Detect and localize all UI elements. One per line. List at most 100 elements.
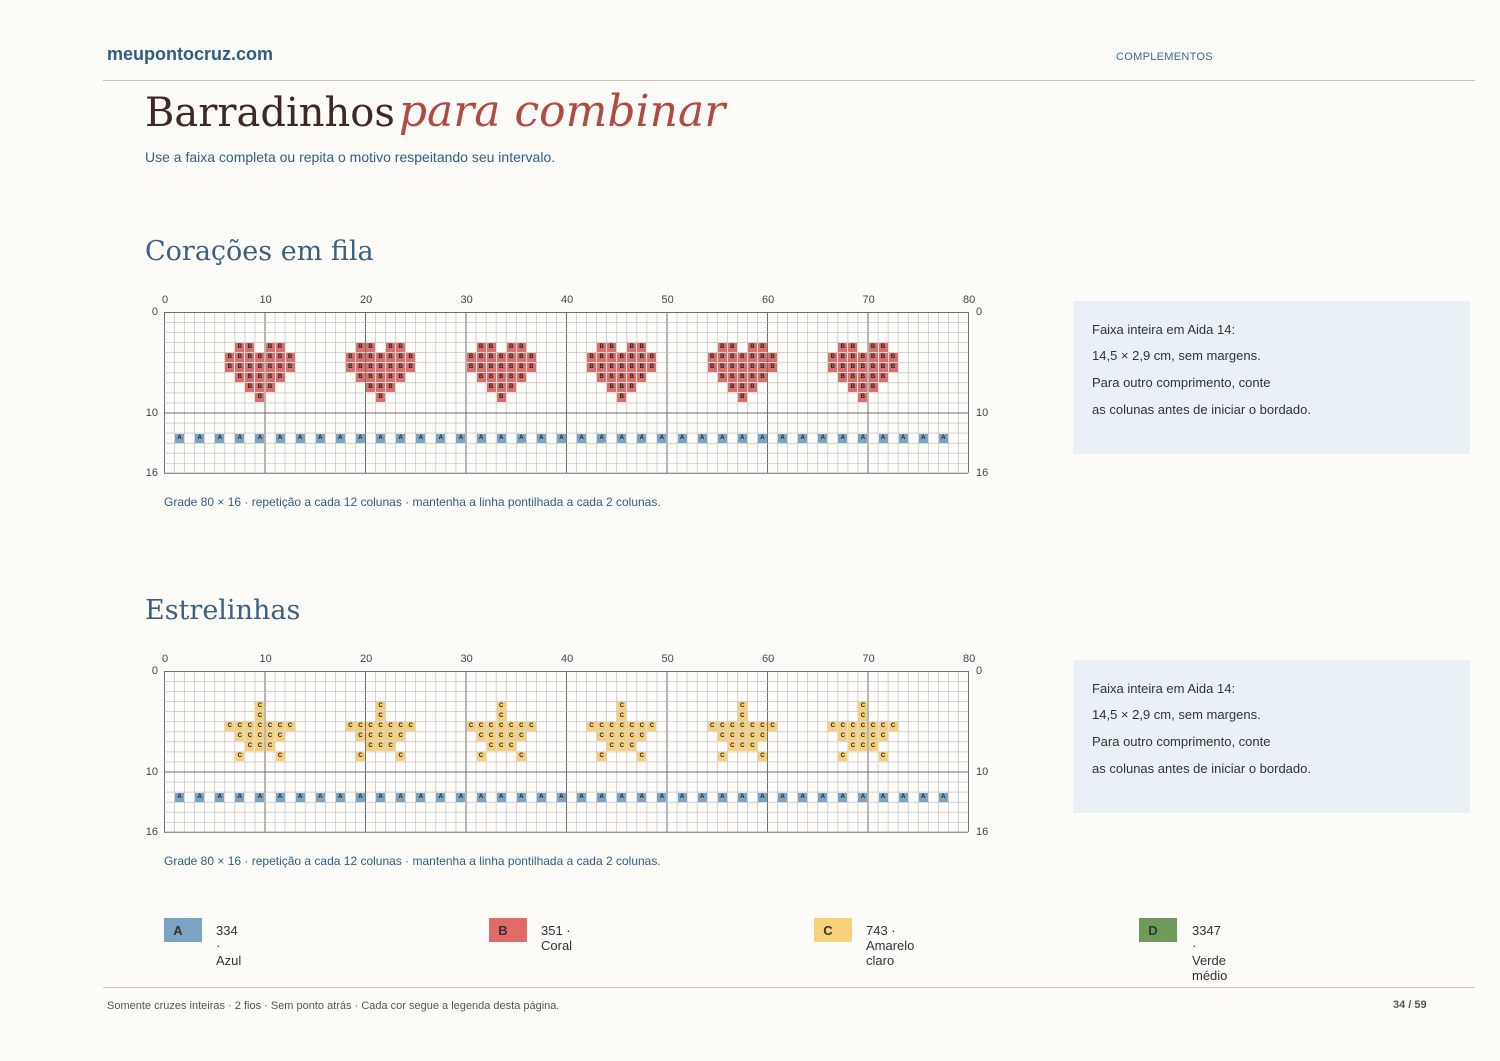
chart-caption-hearts: Grade 80 × 16 · repetição a cada 12 colu… (164, 495, 661, 509)
stitch-cell: C (225, 722, 235, 732)
stitch-cell: A (355, 433, 365, 443)
stitch-cell: A (536, 792, 546, 802)
stitch-cell: B (607, 383, 617, 393)
stitch-cell: C (747, 742, 757, 752)
x-tick-label: 30 (460, 294, 473, 306)
stitch-cell: B (717, 363, 727, 373)
stitch-cell: B (707, 353, 717, 363)
stitch-cell: B (607, 353, 617, 363)
stitch-cell: B (366, 353, 375, 363)
stitch-cell: C (255, 742, 265, 752)
stitch-cell: A (757, 433, 767, 443)
stitch-cell: A (556, 433, 566, 443)
section-label: COMPLEMENTOS (1116, 51, 1213, 63)
stitch-cell: B (516, 373, 526, 383)
stitch-cell: B (627, 343, 637, 353)
stitch-cell: C (587, 722, 597, 732)
stitch-cell: C (878, 722, 888, 732)
stitch-cell: B (878, 363, 888, 373)
stitch-cell: A (476, 433, 486, 443)
stitch-cell: C (355, 732, 365, 742)
stitch-cell: C (496, 702, 506, 712)
stitch-cell: B (255, 393, 265, 403)
stitch-cell: B (466, 353, 476, 363)
stitch-cell: C (757, 722, 767, 732)
stitch-cell: C (737, 732, 747, 742)
stitch-cell: C (858, 722, 868, 732)
stitch-cell: B (647, 363, 657, 373)
stitch-cell: B (275, 343, 285, 353)
stitch-cell: A (496, 792, 506, 802)
stitch-cell: B (225, 353, 235, 363)
stitch-cell: C (526, 722, 536, 732)
stitch-cell: B (355, 373, 365, 383)
stitch-cell: A (335, 792, 345, 802)
stitch-cell: C (627, 742, 637, 752)
stitch-cell: A (798, 792, 808, 802)
x-tick-label: 10 (259, 294, 272, 306)
stitch-cell: B (235, 373, 245, 383)
y-tick-label: 16 (145, 825, 158, 838)
stitch-cell: C (868, 732, 878, 742)
stitch-cell: B (747, 343, 757, 353)
info-line: as colunas antes de iniciar o bordado. (1092, 402, 1311, 417)
stitch-cell: B (768, 353, 777, 363)
stitch-cell: B (747, 383, 757, 393)
stitch-cell: B (828, 363, 838, 373)
stitch-cell: A (677, 792, 687, 802)
stitch-cell: B (617, 363, 627, 373)
stitch-cell: B (848, 343, 858, 353)
stitch-cell: B (637, 363, 647, 373)
stitch-cell: B (476, 343, 486, 353)
info-line: as colunas antes de iniciar o bordado. (1092, 761, 1311, 776)
stitch-cell: B (526, 353, 536, 363)
stitch-cell: C (386, 722, 396, 732)
stitch-cell: C (476, 722, 486, 732)
stitch-cell: A (436, 792, 446, 802)
stitch-cell: A (657, 792, 667, 802)
stitch-cell: C (617, 742, 627, 752)
stitch-cell: C (617, 732, 627, 742)
stitch-cell: C (245, 732, 255, 742)
stitch-cell: A (657, 433, 667, 443)
stitch-cell: B (617, 353, 627, 363)
stitch-cell: A (677, 433, 687, 443)
y-tick-label: 16 (145, 466, 158, 479)
page-subtitle: Use a faixa completa ou repita o motivo … (145, 149, 556, 165)
stitch-cell: B (607, 373, 617, 383)
stitch-cell: C (285, 722, 295, 732)
x-tick-label: 60 (762, 653, 775, 665)
stitch-cell: B (396, 353, 406, 363)
stitch-cell: B (245, 353, 255, 363)
stitch-cell: C (607, 742, 617, 752)
stitch-cell: C (476, 752, 486, 762)
stitch-cell: B (225, 363, 235, 373)
stitch-cell: B (506, 343, 516, 353)
stitch-cell: A (597, 792, 607, 802)
stitch-cell: C (757, 752, 767, 762)
stitch-cell: A (918, 433, 928, 443)
stitch-cell: A (315, 433, 325, 443)
stitch-cell: A (255, 433, 265, 443)
legend-swatch-d: D (1139, 918, 1177, 942)
stitch-cell: B (647, 353, 657, 363)
chart-grid (164, 671, 969, 833)
stitch-cell: A (376, 433, 386, 443)
stitch-cell: C (647, 722, 657, 732)
x-tick-label: 40 (561, 653, 574, 665)
y-tick-label: 16 (976, 825, 989, 838)
stitch-cell: B (828, 353, 838, 363)
stitch-cell: A (516, 433, 526, 443)
stitch-cell: B (888, 353, 898, 363)
stitch-cell: C (868, 722, 878, 732)
stitch-cell: B (265, 353, 275, 363)
stitch-cell: A (235, 433, 245, 443)
stitch-cell: B (376, 383, 386, 393)
stitch-cell: A (175, 792, 185, 802)
info-box-stars: Faixa inteira em Aida 14: 14,5 × 2,9 cm,… (1073, 660, 1470, 813)
stitch-cell: A (436, 433, 446, 443)
stitch-cell: C (516, 752, 526, 762)
stitch-cell: B (868, 363, 878, 373)
x-tick-label: 50 (661, 653, 674, 665)
page-number: 34 / 59 (1393, 999, 1427, 1011)
